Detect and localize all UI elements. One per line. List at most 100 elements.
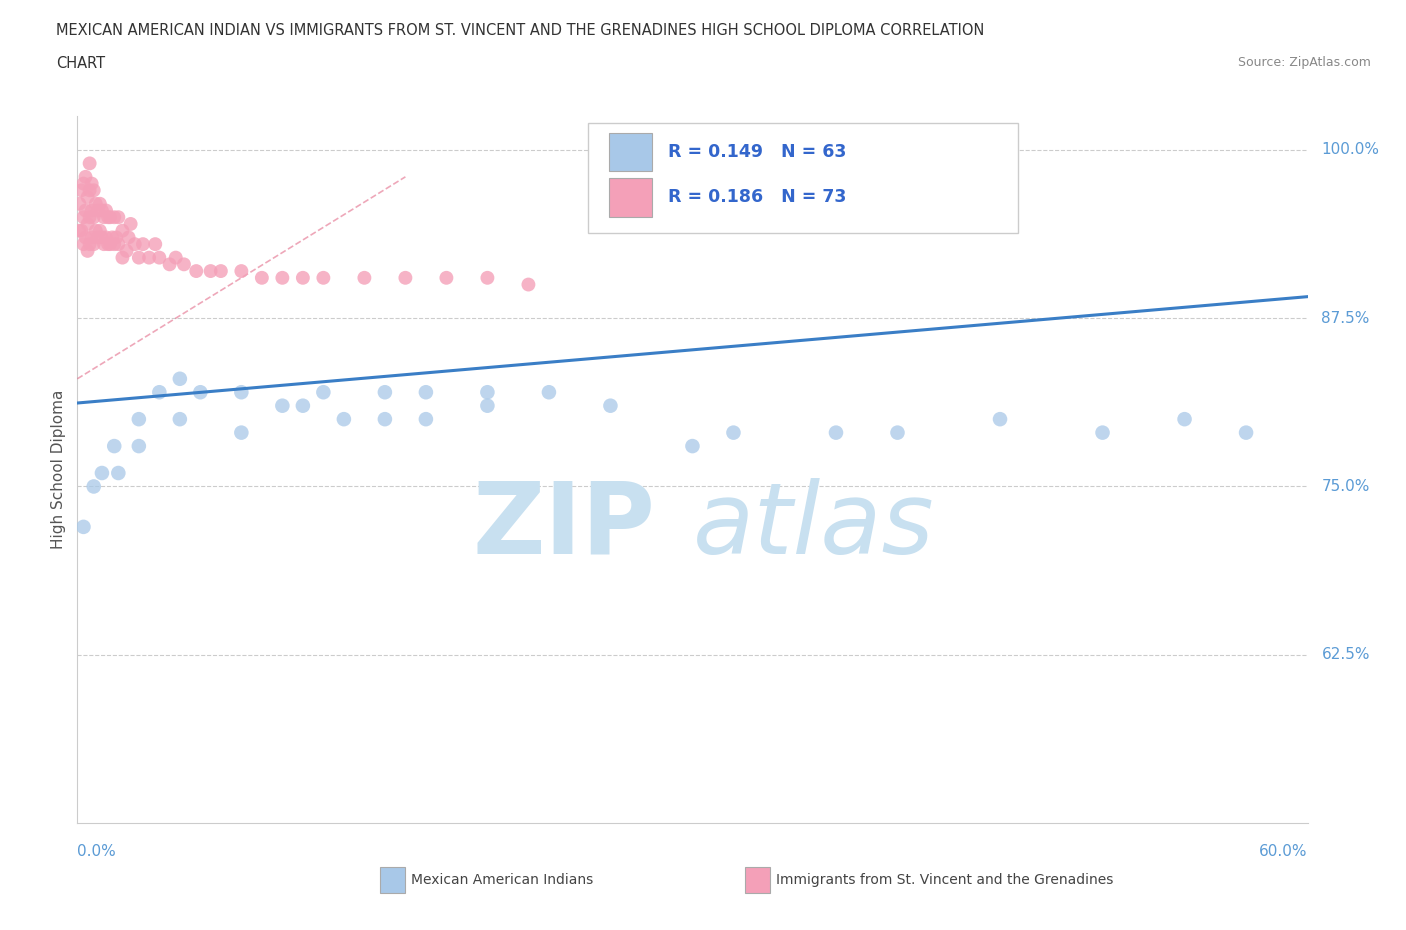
Point xyxy=(83,210,105,225)
Point xyxy=(89,223,111,238)
Point xyxy=(886,425,908,440)
Text: 60.0%: 60.0% xyxy=(1260,844,1308,859)
Point xyxy=(76,190,98,205)
Point xyxy=(1174,412,1197,427)
Point xyxy=(84,223,107,238)
Text: R = 0.149   N = 63: R = 0.149 N = 63 xyxy=(668,143,846,161)
Text: Source: ZipAtlas.com: Source: ZipAtlas.com xyxy=(1237,56,1371,69)
Point xyxy=(599,398,621,413)
Point xyxy=(291,271,314,286)
Point xyxy=(128,412,150,427)
Point xyxy=(1234,425,1257,440)
Point xyxy=(75,230,97,245)
Point xyxy=(93,237,115,252)
Point xyxy=(231,425,253,440)
Point xyxy=(72,176,94,191)
Point xyxy=(169,412,191,427)
Point xyxy=(394,271,416,286)
Point xyxy=(115,244,138,259)
Point xyxy=(80,203,103,218)
Point xyxy=(312,385,335,400)
Point xyxy=(231,263,253,278)
Point xyxy=(90,466,114,481)
Text: 0.0%: 0.0% xyxy=(77,844,117,859)
Point xyxy=(537,385,560,400)
Point xyxy=(517,277,540,292)
Point xyxy=(723,425,745,440)
Point xyxy=(128,250,150,265)
Point xyxy=(80,230,103,245)
Point xyxy=(477,271,499,286)
Text: Immigrants from St. Vincent and the Grenadines: Immigrants from St. Vincent and the Gren… xyxy=(776,872,1114,887)
Point xyxy=(83,237,105,252)
Point xyxy=(98,210,121,225)
Text: 75.0%: 75.0% xyxy=(1322,479,1369,494)
Point xyxy=(186,263,208,278)
Text: ZIP: ZIP xyxy=(472,478,655,575)
Point xyxy=(105,230,128,245)
Point xyxy=(124,237,146,252)
Point xyxy=(312,271,335,286)
Point xyxy=(70,183,93,198)
Text: CHART: CHART xyxy=(56,56,105,71)
Point xyxy=(107,210,129,225)
FancyBboxPatch shape xyxy=(609,178,652,217)
Point xyxy=(159,257,181,272)
FancyBboxPatch shape xyxy=(609,132,652,171)
Point xyxy=(165,250,187,265)
Point xyxy=(120,217,142,232)
Point xyxy=(117,230,139,245)
Point xyxy=(128,439,150,454)
Point xyxy=(143,237,166,252)
Point xyxy=(79,237,101,252)
Point xyxy=(111,223,134,238)
Point xyxy=(79,183,101,198)
Point xyxy=(75,203,97,218)
Point xyxy=(111,250,134,265)
Point xyxy=(79,210,101,225)
Point xyxy=(103,210,125,225)
Point xyxy=(89,196,111,211)
Point xyxy=(415,385,437,400)
Point xyxy=(87,203,110,218)
Point xyxy=(477,385,499,400)
Point xyxy=(101,230,124,245)
Point xyxy=(72,520,94,535)
Point xyxy=(477,398,499,413)
Text: 87.5%: 87.5% xyxy=(1322,311,1369,325)
Point xyxy=(84,196,107,211)
Point xyxy=(83,479,105,494)
Point xyxy=(682,439,704,454)
Point xyxy=(436,271,458,286)
Text: atlas: atlas xyxy=(693,478,934,575)
Point xyxy=(250,271,273,286)
Point xyxy=(271,398,294,413)
Point xyxy=(97,210,120,225)
Text: 62.5%: 62.5% xyxy=(1322,647,1369,662)
Point xyxy=(231,385,253,400)
Point xyxy=(173,257,195,272)
Point xyxy=(72,210,94,225)
Text: Mexican American Indians: Mexican American Indians xyxy=(411,872,593,887)
Point xyxy=(67,223,90,238)
Point xyxy=(825,425,848,440)
Point xyxy=(83,183,105,198)
Text: R = 0.186   N = 73: R = 0.186 N = 73 xyxy=(668,188,846,206)
FancyBboxPatch shape xyxy=(588,124,1018,232)
Point xyxy=(138,250,160,265)
Point xyxy=(90,203,114,218)
Point xyxy=(107,466,129,481)
Text: MEXICAN AMERICAN INDIAN VS IMMIGRANTS FROM ST. VINCENT AND THE GRENADINES HIGH S: MEXICAN AMERICAN INDIAN VS IMMIGRANTS FR… xyxy=(56,23,984,38)
Point xyxy=(87,230,110,245)
Point xyxy=(291,398,314,413)
Point xyxy=(200,263,222,278)
Point xyxy=(148,250,170,265)
Point xyxy=(94,203,117,218)
Point xyxy=(76,244,98,259)
Point xyxy=(97,237,120,252)
Point xyxy=(148,385,170,400)
Point xyxy=(79,156,101,171)
Point xyxy=(75,169,97,184)
Point xyxy=(374,385,396,400)
Point xyxy=(90,230,114,245)
